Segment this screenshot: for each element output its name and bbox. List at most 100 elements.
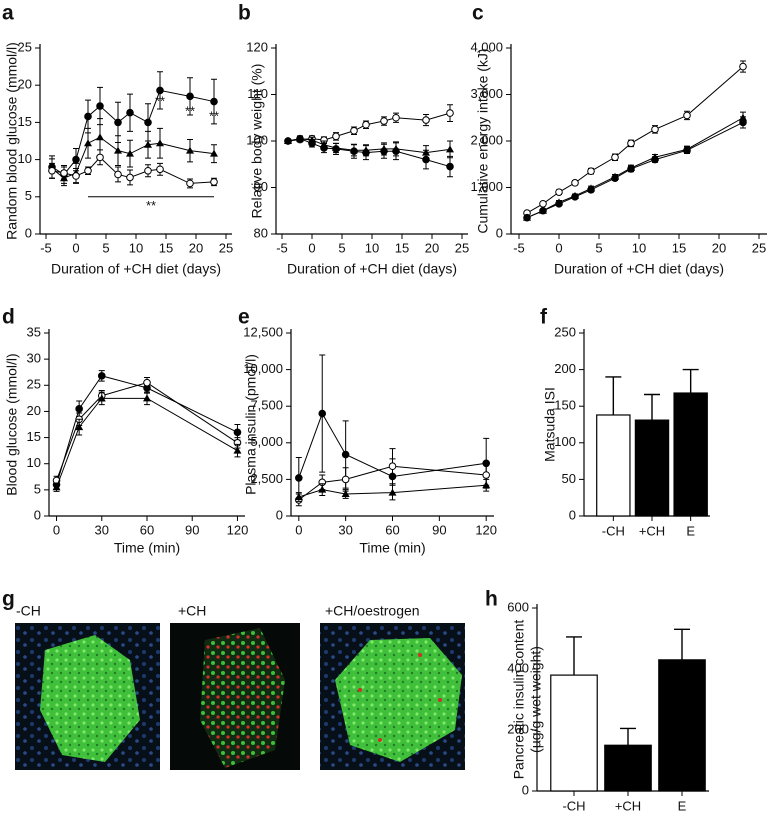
x-tick-label: 30 (338, 522, 352, 537)
marker (186, 179, 194, 188)
islet (40, 635, 140, 762)
marker (611, 153, 619, 162)
x-tick-label: -5 (40, 240, 52, 255)
error-bar (605, 376, 622, 415)
y-tick-label: 15 (27, 429, 41, 444)
marker (422, 116, 430, 124)
x-tick-label: 5 (595, 240, 602, 255)
panel-letter: f (540, 306, 548, 329)
y-tick-label: 10,000 (243, 361, 283, 376)
marker (60, 169, 68, 177)
x-tick-label: 20 (712, 240, 726, 255)
y-tick-label: 10 (27, 455, 41, 470)
x-tick-label: -5 (276, 240, 288, 255)
error-bar (644, 393, 660, 421)
marker (143, 378, 151, 387)
panel-letter: e (238, 306, 250, 329)
y-tick-label: 600 (507, 599, 529, 614)
bar (550, 674, 598, 792)
error-bar (682, 368, 699, 394)
marker (210, 97, 218, 106)
bar (604, 744, 652, 792)
marker (114, 170, 122, 179)
x-tick-label: 15 (672, 240, 686, 255)
series-line (526, 66, 744, 214)
marker (388, 462, 397, 471)
chart-panel: h 0 200 400 600 Pancreatic insulin content (µg… (485, 588, 709, 813)
y-axis-label: Plasma insulin (pmol/l) (243, 354, 259, 495)
marker (308, 136, 316, 144)
x-tick-label: -CH (602, 523, 625, 538)
x-tick-label: 60 (140, 522, 154, 537)
marker (571, 193, 579, 201)
marker (296, 134, 304, 142)
y-tick-label: 5 (25, 188, 32, 203)
x-tick-label: 0 (308, 240, 315, 255)
marker (539, 199, 547, 208)
x-tick-label: 10 (632, 240, 646, 255)
x-tick-label: 0 (72, 240, 79, 255)
image-label: +CH (178, 603, 206, 619)
marker (380, 144, 388, 152)
x-tick-label: +CH (615, 798, 641, 813)
y-tick-label: 0 (569, 507, 576, 522)
error-bar (674, 628, 690, 660)
annotation: ** (209, 108, 219, 123)
islet (335, 638, 462, 762)
panel-letter: a (2, 2, 14, 25)
annotation: ** (185, 103, 195, 118)
x-tick-label: 20 (189, 240, 203, 255)
marker (126, 108, 134, 117)
marker (210, 149, 218, 157)
x-axis-label: Duration of +CH diet (days) (51, 261, 221, 277)
y-tick-label: 25 (18, 39, 32, 54)
marker (144, 118, 152, 127)
marker (143, 394, 151, 402)
marker (392, 113, 400, 122)
marker (739, 62, 747, 71)
marker (446, 109, 454, 117)
marker (380, 117, 388, 125)
y-tick-label: 0 (34, 507, 41, 522)
x-tick-label: 25 (219, 240, 233, 255)
series-line (526, 121, 744, 219)
marker (482, 471, 490, 479)
y-tick-label: 80 (254, 225, 268, 240)
y-axis-label: Random blood glucose (mmol/l) (4, 42, 20, 240)
marker (84, 139, 92, 147)
y-tick-label: 10 (18, 151, 32, 166)
x-tick-label: 0 (53, 522, 60, 537)
alpha-cell (418, 653, 422, 657)
chart-panel: f 0 50 100 150 200 250 Matsuda ISI -CH +CH E (540, 306, 710, 538)
marker (318, 485, 327, 493)
x-axis-label: Time (min) (114, 540, 180, 556)
marker (96, 153, 104, 162)
marker (186, 146, 194, 154)
marker (233, 428, 242, 437)
y-tick-label: 250 (554, 324, 576, 339)
marker (341, 450, 350, 459)
marker (341, 475, 350, 484)
marker (392, 144, 400, 152)
y-tick-label: 150 (554, 398, 576, 413)
x-tick-label: 15 (159, 240, 173, 255)
y-tick-label: 2,500 (250, 471, 283, 486)
marker (126, 173, 134, 182)
x-tick-label: 5 (338, 240, 345, 255)
marker (523, 213, 531, 222)
x-tick-label: 60 (385, 522, 399, 537)
marker (84, 166, 92, 175)
marker (587, 186, 595, 194)
x-axis-label: Time (min) (359, 540, 425, 556)
marker (210, 178, 218, 186)
marker (587, 167, 595, 176)
x-tick-label: 0 (295, 522, 302, 537)
marker (362, 120, 370, 129)
y-axis-label: Matsuda ISI (542, 387, 558, 462)
panel-letter: b (238, 2, 251, 25)
y-tick-label: 1,000 (470, 179, 503, 194)
marker (683, 111, 691, 120)
marker (114, 146, 122, 154)
y-tick-label: 30 (27, 351, 41, 366)
